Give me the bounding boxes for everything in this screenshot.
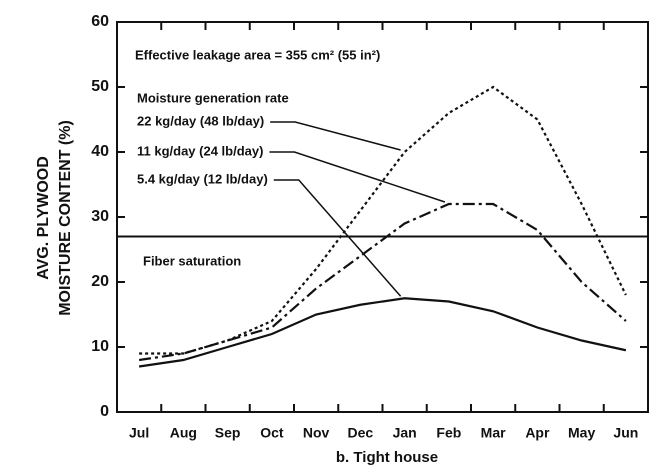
series-line: [139, 85, 627, 355]
leader-line: [273, 179, 402, 297]
reference-label: Fiber saturation: [143, 253, 241, 268]
x-tick-label: Nov: [303, 425, 330, 441]
series-line: [138, 202, 627, 362]
x-tick-label: Jan: [393, 425, 417, 441]
x-tick-label: May: [568, 425, 595, 441]
y-tick-label: 30: [91, 208, 109, 225]
series-label: 5.4 kg/day (12 lb/day): [137, 171, 268, 186]
y-axis-title: AVG. PLYWOOD: [35, 156, 52, 280]
x-tick-label: Jun: [613, 425, 638, 441]
annotation: Effective leakage area = 355 cm² (55 in²…: [135, 47, 380, 62]
leader-line: [269, 151, 446, 203]
x-tick-label: Aug: [170, 425, 197, 441]
series-label: 22 kg/day (48 lb/day): [137, 113, 264, 128]
y-tick-label: 10: [91, 338, 109, 355]
x-tick-label: Apr: [525, 425, 550, 441]
x-tick-label: Dec: [348, 425, 374, 441]
x-tick-label: Sep: [215, 425, 241, 441]
x-tick-label: Jul: [129, 425, 149, 441]
y-tick-label: 20: [91, 273, 109, 290]
leader-line: [270, 121, 401, 151]
legend-title: Moisture generation rate: [137, 90, 289, 105]
x-tick-label: Mar: [481, 425, 506, 441]
y-tick-label: 0: [100, 403, 109, 420]
y-tick-label: 40: [91, 143, 109, 160]
x-tick-label: Oct: [260, 425, 284, 441]
series-label: 11 kg/day (24 lb/day): [137, 143, 263, 158]
y-tick-label: 50: [91, 78, 109, 95]
plot-frame: [116, 21, 649, 413]
x-axis-title: b. Tight house: [336, 449, 438, 466]
y-tick-label: 60: [91, 13, 109, 30]
y-axis-title: MOISTURE CONTENT (%): [57, 120, 74, 316]
series-line: [138, 297, 627, 368]
x-tick-label: Feb: [436, 425, 461, 441]
